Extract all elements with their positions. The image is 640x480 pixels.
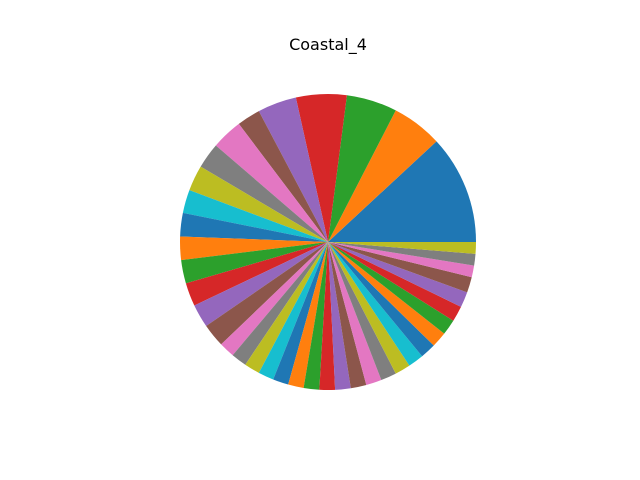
pie-slice-21 bbox=[273, 242, 328, 385]
pie-slice-3 bbox=[328, 95, 396, 242]
pie-slice-15 bbox=[194, 242, 328, 327]
pie-slice-1 bbox=[328, 141, 476, 242]
pie-slice-28 bbox=[328, 242, 396, 381]
pie-slice-12 bbox=[179, 236, 328, 261]
pie-slice-24 bbox=[319, 242, 336, 390]
pie-slice-7 bbox=[215, 123, 328, 242]
pie-slice-30 bbox=[328, 242, 423, 366]
pie-chart bbox=[179, 94, 476, 390]
chart-title: Coastal_4 bbox=[289, 35, 367, 55]
pie-slice-23 bbox=[303, 242, 328, 390]
pie-slice-2 bbox=[328, 110, 437, 242]
pie-slice-34 bbox=[328, 242, 461, 321]
pie-slice-8 bbox=[200, 145, 328, 242]
pie-slice-6 bbox=[238, 111, 328, 243]
pie-slice-25 bbox=[328, 242, 351, 390]
pie-slice-17 bbox=[221, 242, 328, 356]
pie-slice-13 bbox=[181, 242, 328, 284]
pie-slice-39 bbox=[328, 242, 476, 254]
pie-slice-29 bbox=[328, 242, 410, 374]
pie-slice-16 bbox=[206, 242, 328, 345]
pie-slice-19 bbox=[245, 242, 328, 373]
pie-slice-36 bbox=[328, 242, 472, 293]
pie-slice-5 bbox=[258, 97, 328, 242]
pie-slice-9 bbox=[189, 166, 328, 242]
pie-slice-32 bbox=[328, 242, 445, 346]
pie-slice-22 bbox=[288, 242, 328, 388]
pie-slice-10 bbox=[182, 190, 328, 242]
pie-slice-38 bbox=[328, 242, 476, 266]
pie-slice-20 bbox=[258, 242, 328, 380]
pie-slice-27 bbox=[328, 242, 382, 385]
pie-slice-18 bbox=[232, 242, 328, 365]
pie-slice-37 bbox=[328, 242, 475, 278]
pie-slice-4 bbox=[295, 94, 347, 243]
pie-slice-26 bbox=[328, 242, 367, 389]
pie-slice-35 bbox=[328, 242, 468, 307]
pie-slice-31 bbox=[328, 242, 434, 357]
pie-slice-11 bbox=[180, 212, 328, 242]
pie-slice-14 bbox=[185, 242, 328, 306]
pie-slice-33 bbox=[328, 242, 454, 334]
